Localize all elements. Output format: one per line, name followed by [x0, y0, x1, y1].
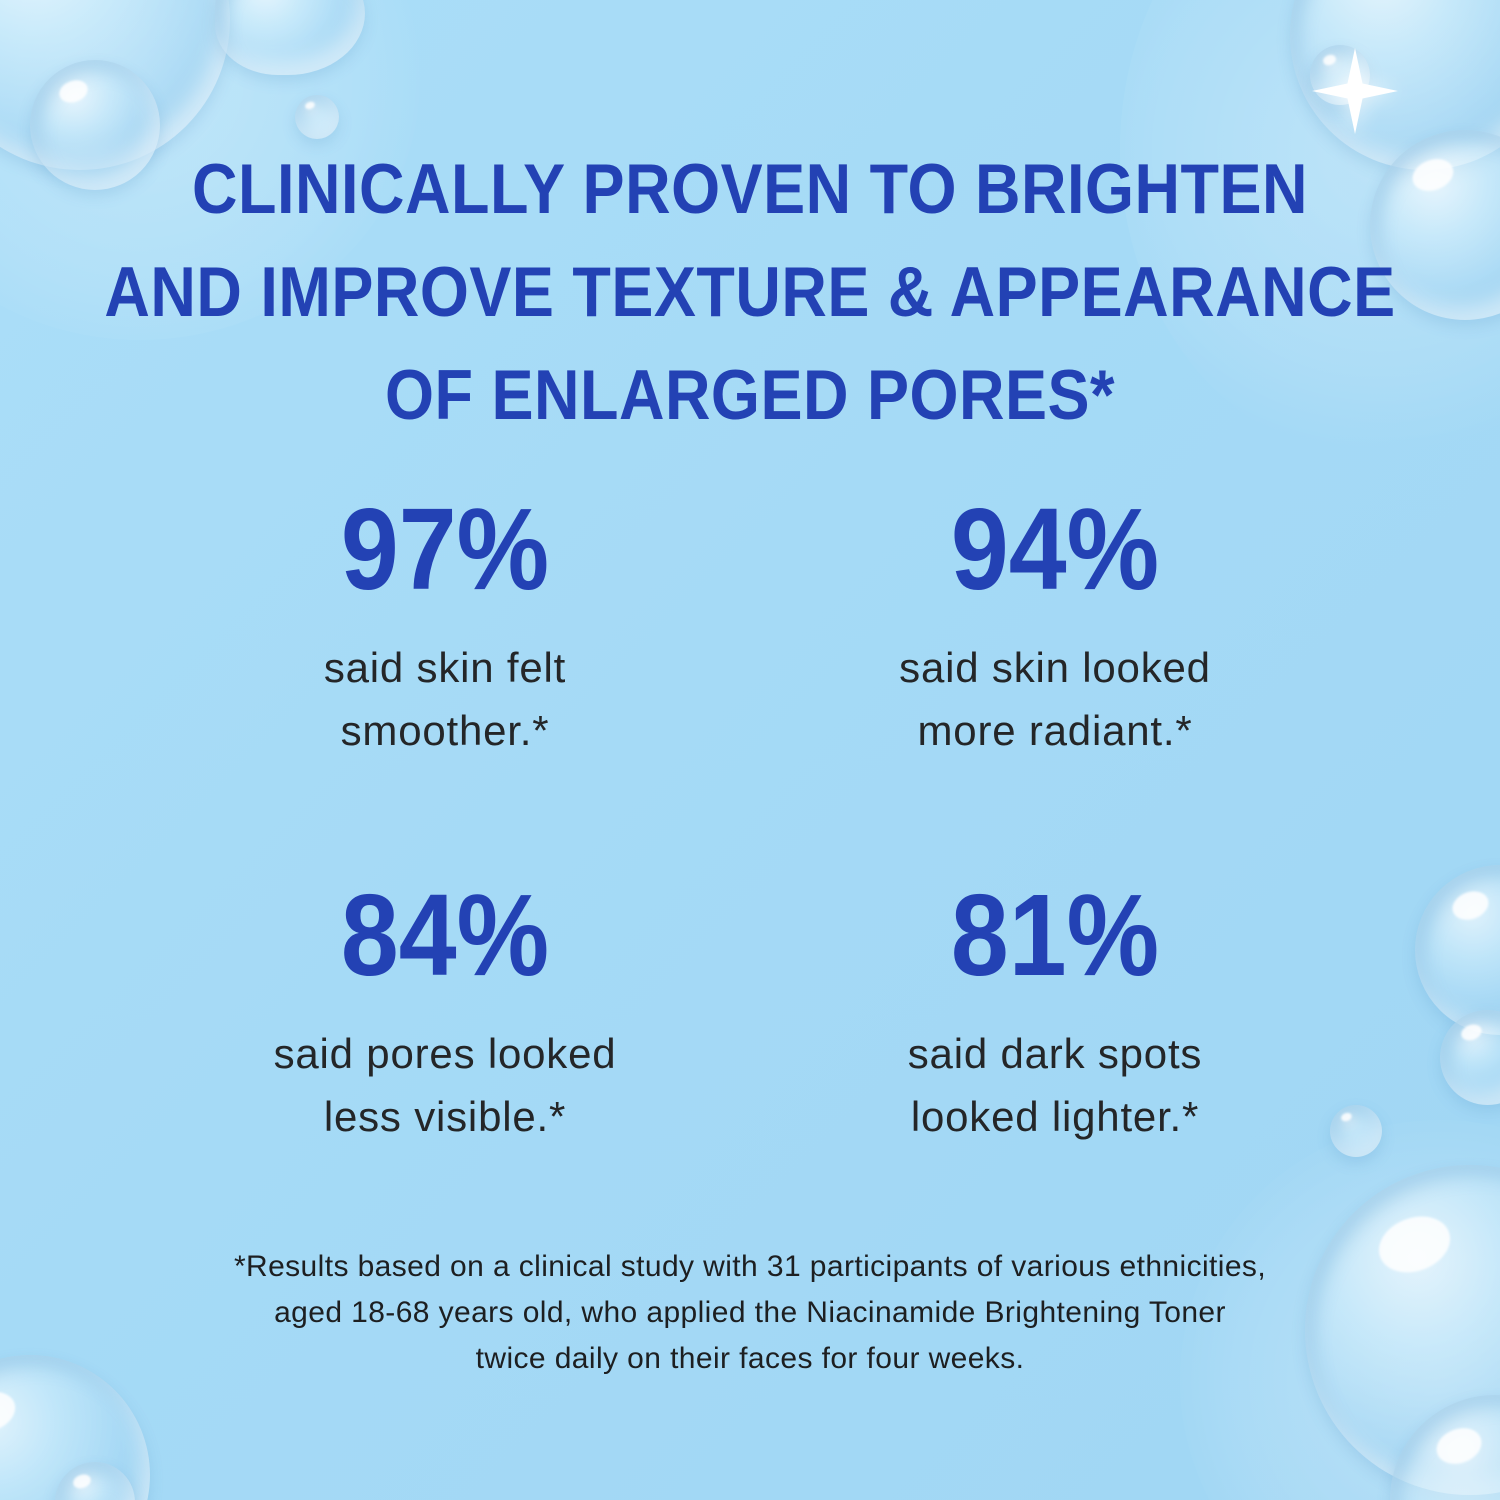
- stat-card-dark-spots: 81% said dark spots looked lighter.*: [770, 878, 1340, 1148]
- water-droplet-decoration: [30, 60, 160, 190]
- stat-description-line-2: smoother.*: [340, 707, 550, 754]
- stat-description: said skin looked more radiant.*: [770, 636, 1340, 762]
- sparkle-icon: [1312, 48, 1398, 134]
- stat-description-line-1: said skin felt: [323, 644, 567, 691]
- stat-value: 94%: [950, 485, 1160, 615]
- footnote-line-1: *Results based on a clinical study with …: [233, 1250, 1267, 1283]
- footnote-line-2: aged 18-68 years old, who applied the Ni…: [274, 1296, 1226, 1329]
- water-droplet-decoration: [295, 95, 339, 139]
- stat-description-line-1: said pores looked: [273, 1030, 617, 1077]
- stat-card-smoother: 97% said skin felt smoother.*: [160, 492, 730, 762]
- water-droplet-decoration: [1440, 1010, 1500, 1105]
- stat-description-line-1: said dark spots: [907, 1030, 1203, 1077]
- stats-grid: 97% said skin felt smoother.* 94% said s…: [160, 492, 1340, 1148]
- water-droplet-decoration: [1330, 1105, 1382, 1157]
- water-droplet-decoration: [215, 0, 365, 75]
- stat-card-pores: 84% said pores looked less visible.*: [160, 878, 730, 1148]
- headline-line-3: OF ENLARGED PORES*: [384, 356, 1116, 435]
- stat-value: 97%: [340, 485, 550, 615]
- stat-value: 84%: [340, 871, 550, 1001]
- stat-value: 81%: [950, 871, 1160, 1001]
- stat-description: said skin felt smoother.*: [160, 636, 730, 762]
- stat-description: said dark spots looked lighter.*: [770, 1022, 1340, 1148]
- stat-description-line-2: looked lighter.*: [910, 1093, 1200, 1140]
- headline-line-2: AND IMPROVE TEXTURE & APPEARANCE: [104, 253, 1396, 332]
- stat-description-line-1: said skin looked: [899, 644, 1211, 691]
- stat-card-radiant: 94% said skin looked more radiant.*: [770, 492, 1340, 762]
- stat-description-line-2: more radiant.*: [917, 707, 1193, 754]
- stat-description: said pores looked less visible.*: [160, 1022, 730, 1148]
- footnote-line-3: twice daily on their faces for four week…: [475, 1342, 1025, 1375]
- headline-line-1: CLINICALLY PROVEN TO BRIGHTEN: [192, 150, 1308, 229]
- stat-description-line-2: less visible.*: [323, 1093, 567, 1140]
- footnote: *Results based on a clinical study with …: [170, 1244, 1330, 1382]
- headline: CLINICALLY PROVEN TO BRIGHTEN AND IMPROV…: [0, 138, 1500, 447]
